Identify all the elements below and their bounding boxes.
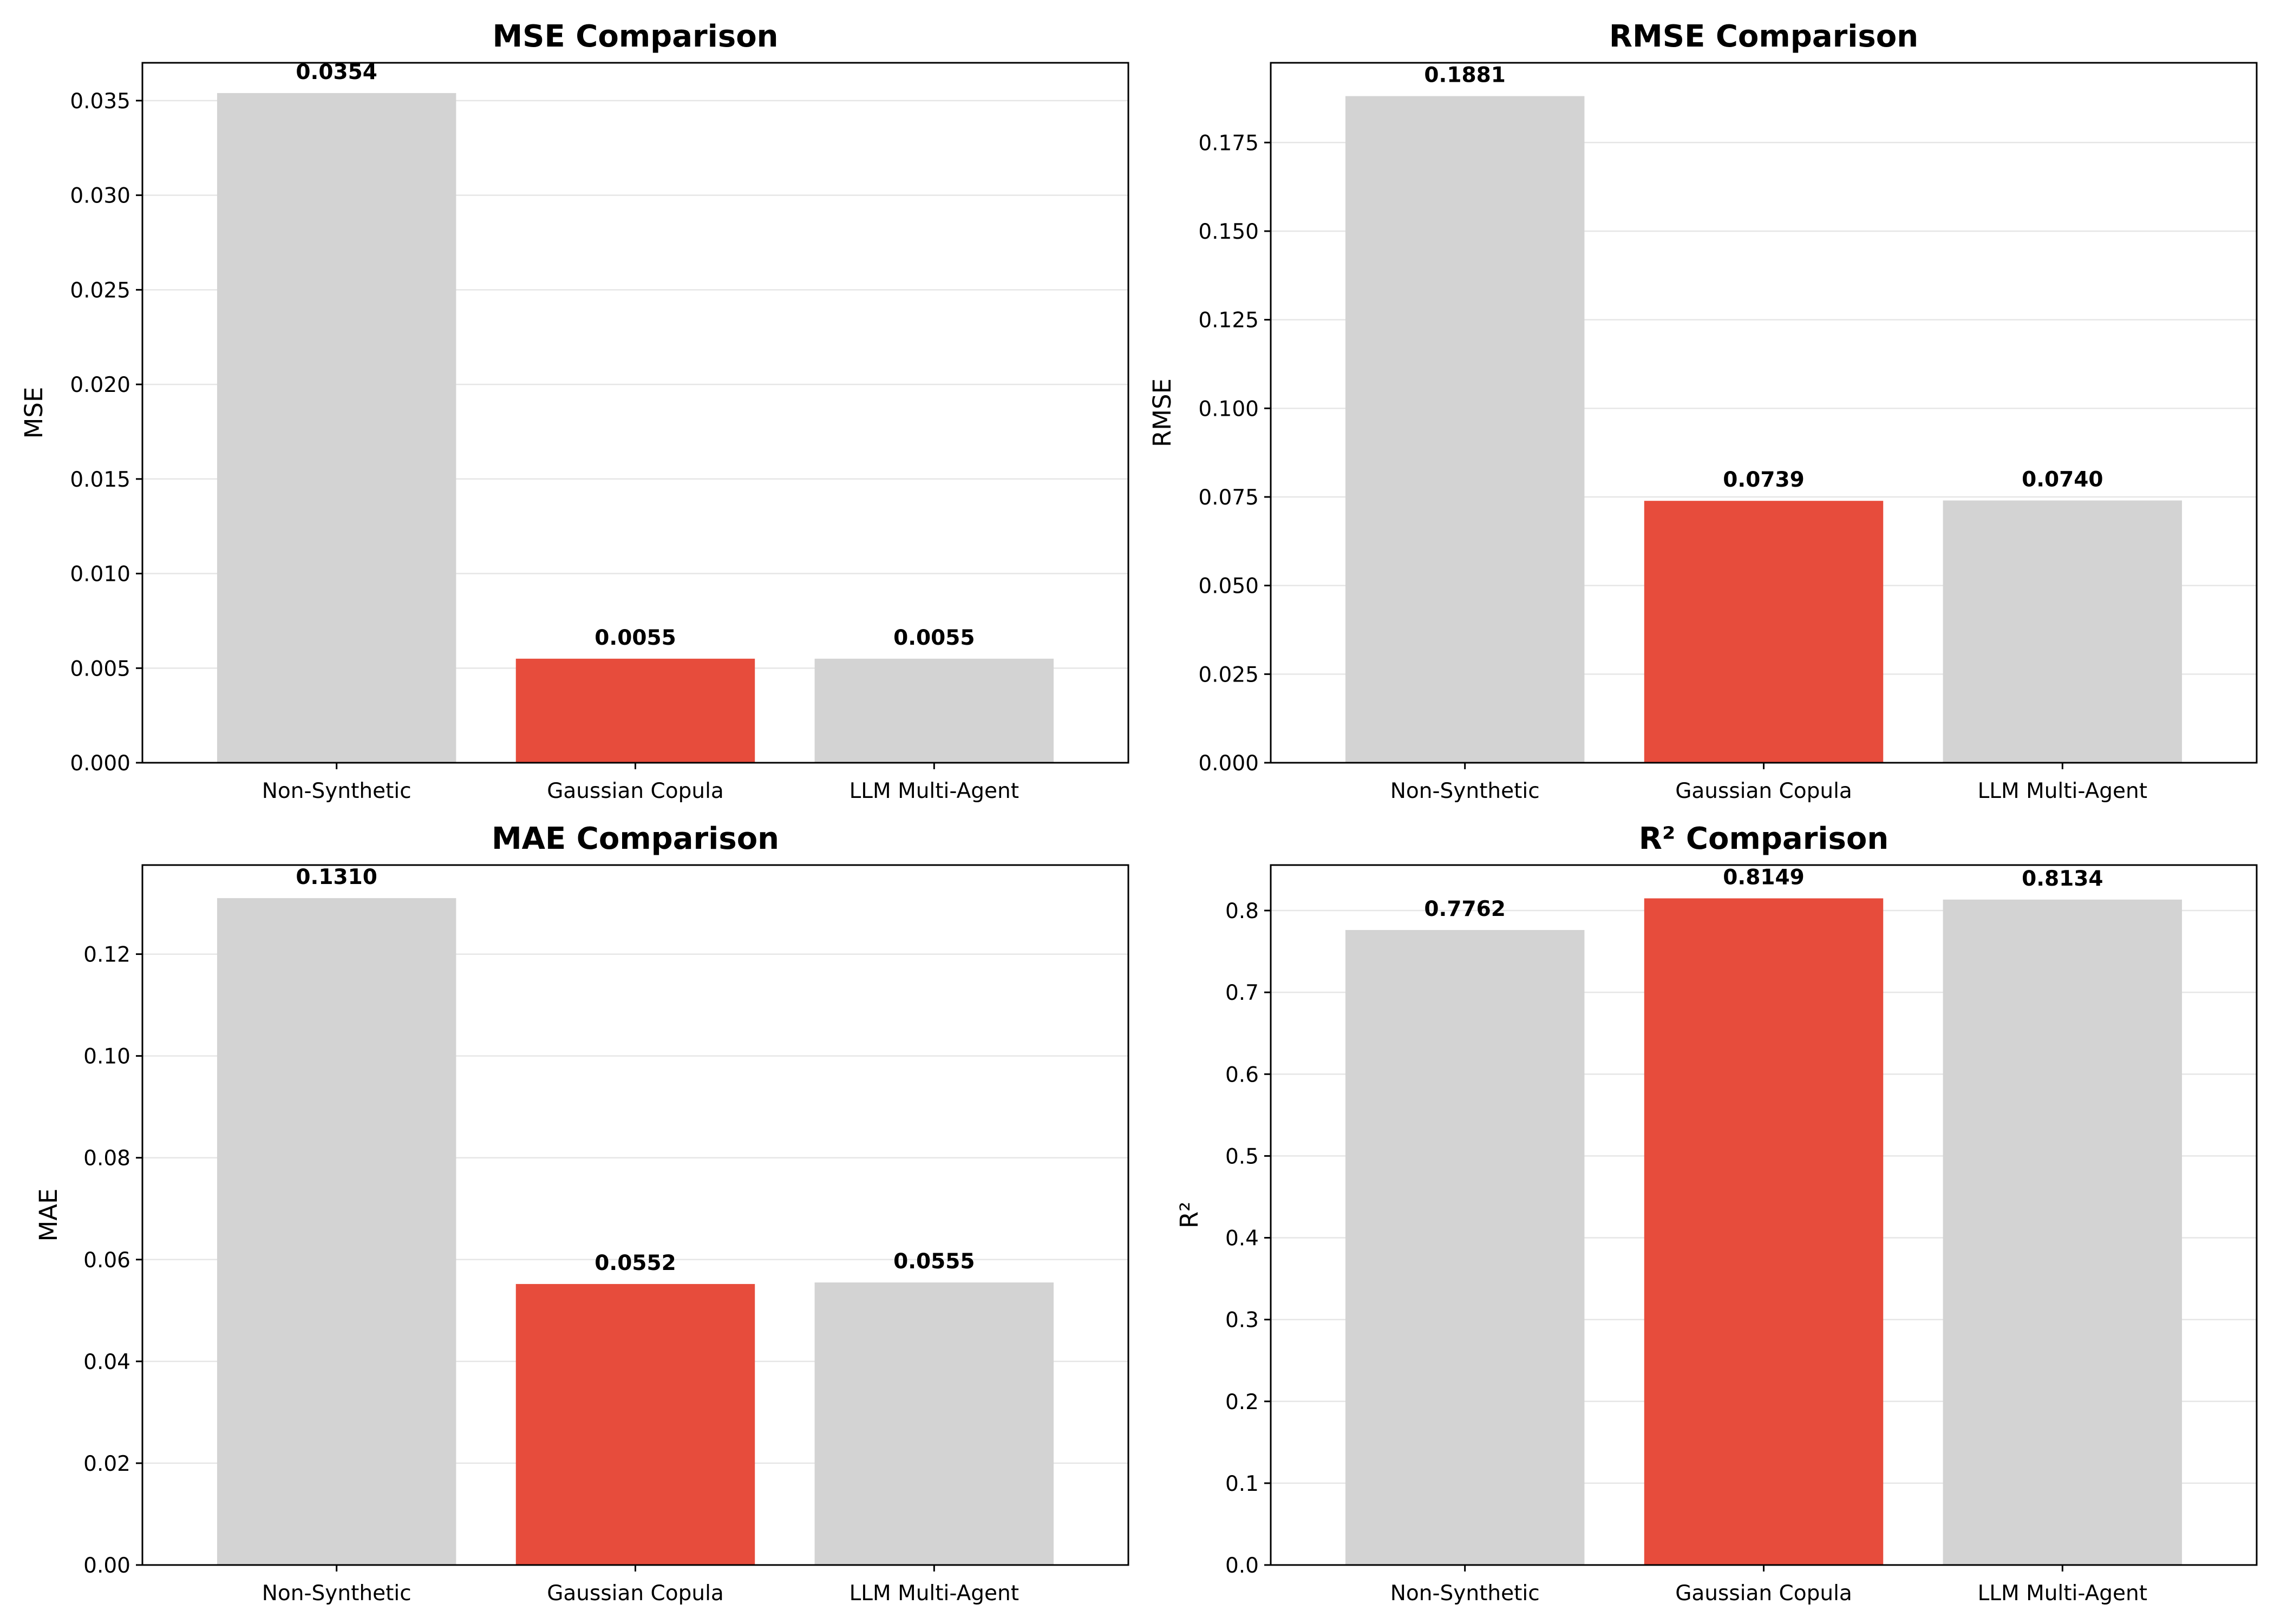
y-tick-label: 0.10 [83,1045,130,1069]
y-axis-label: RMSE [1148,378,1177,447]
bar-gaussian-copula [515,658,755,763]
x-tick-label-gaussian-copula: Gaussian Copula [1675,1581,1852,1606]
y-tick-label: 0.025 [70,278,130,303]
y-tick-label: 0.125 [1198,309,1259,333]
y-tick-label: 0.030 [70,184,130,208]
rmse-chart: 0.000 0.025 0.050 0.075 0.100 0.125 0.150 0.175… [1148,19,2258,803]
y-tick-label: 0.06 [83,1248,130,1273]
x-tick-label-llm-multi-agent: LLM Multi-Agent [850,779,1020,803]
y-tick-label: 0.12 [83,943,130,967]
y-tick-label: 0.00 [83,1554,130,1578]
x-tick-label-llm-multi-agent: LLM Multi-Agent [1978,779,2148,803]
bar-non-synthetic [1345,96,1585,763]
x-tick-label-gaussian-copula: Gaussian Copula [547,1581,724,1606]
y-axis-label: MAE [34,1188,63,1241]
y-tick-label: 0.015 [70,468,130,492]
mse-chart: 0.000 0.005 0.010 0.015 0.020 0.025 0.030 0.035… [19,19,1129,803]
value-label: 0.0555 [893,1249,975,1274]
bar-gaussian-copula [1644,501,1884,763]
y-tick-label: 0.2 [1225,1390,1259,1415]
y-tick-label: 0.0 [1225,1554,1259,1578]
bar-llm-multi-agent [814,658,1054,763]
value-label: 0.0740 [2022,468,2103,492]
y-tick-label: 0.5 [1225,1144,1259,1169]
bar-gaussian-copula [1644,898,1884,1565]
y-tick-label: 0.4 [1225,1227,1259,1251]
y-tick-label: 0.3 [1225,1308,1259,1333]
y-tick-label: 0.7 [1225,981,1259,1005]
chart-title: MAE Comparison [492,821,779,856]
y-tick-label: 0.08 [83,1147,130,1171]
value-label: 0.0354 [296,60,377,84]
value-label: 0.0055 [594,626,676,650]
value-label: 0.1310 [296,865,377,889]
y-tick-label: 0.150 [1198,220,1259,244]
value-label: 0.0739 [1723,468,1805,492]
bar-llm-multi-agent [1943,899,2182,1565]
x-tick-label-gaussian-copula: Gaussian Copula [1675,779,1852,803]
y-tick-label: 0.000 [1198,751,1259,776]
chart-title: MSE Comparison [492,19,778,54]
y-axis-label: R² [1175,1202,1204,1228]
y-tick-label: 0.025 [1198,663,1259,687]
x-tick-label-non-synthetic: Non-Synthetic [1390,779,1540,803]
y-tick-label: 0.010 [70,562,130,587]
bar-non-synthetic [1345,929,1585,1565]
x-tick-label-non-synthetic: Non-Synthetic [262,779,411,803]
x-tick-label-gaussian-copula: Gaussian Copula [547,779,724,803]
y-tick-label: 0.000 [70,751,130,776]
y-axis-label: MSE [19,387,48,439]
y-tick-label: 0.035 [70,89,130,114]
y-tick-label: 0.175 [1198,131,1259,155]
x-tick-label-non-synthetic: Non-Synthetic [1390,1581,1540,1606]
y-tick-label: 0.075 [1198,486,1259,510]
y-tick-label: 0.020 [70,373,130,397]
y-tick-label: 0.1 [1225,1472,1259,1496]
x-tick-label-non-synthetic: Non-Synthetic [262,1581,411,1606]
y-tick-label: 0.8 [1225,899,1259,924]
y-tick-label: 0.04 [83,1350,130,1374]
y-tick-label: 0.005 [70,657,130,681]
bar-llm-multi-agent [814,1282,1054,1565]
bar-gaussian-copula [515,1284,755,1565]
bar-non-synthetic [217,93,456,763]
bar-llm-multi-agent [1943,500,2182,763]
chart-title: R² Comparison [1639,821,1889,856]
value-label: 0.1881 [1424,63,1506,88]
value-label: 0.0552 [594,1251,676,1275]
value-label: 0.8149 [1723,866,1805,890]
mae-chart: 0.00 0.02 0.04 0.06 0.08 0.10 0.12 Non-Syntheti… [34,821,1129,1606]
x-tick-label-llm-multi-agent: LLM Multi-Agent [850,1581,1020,1606]
value-label: 0.0055 [893,626,975,650]
bar-non-synthetic [217,898,456,1565]
chart-title: RMSE Comparison [1609,19,1918,54]
x-tick-label-llm-multi-agent: LLM Multi-Agent [1978,1581,2148,1606]
y-tick-label: 0.100 [1198,397,1259,421]
value-label: 0.7762 [1424,897,1506,921]
y-tick-label: 0.6 [1225,1063,1259,1087]
y-tick-label: 0.02 [83,1452,130,1476]
y-tick-label: 0.050 [1198,574,1259,599]
r2-chart: 0.0 0.1 0.2 0.3 0.4 0.5 0.6 0.7 0.8 Non-Synthetic… [1175,821,2258,1606]
value-label: 0.8134 [2022,867,2103,891]
